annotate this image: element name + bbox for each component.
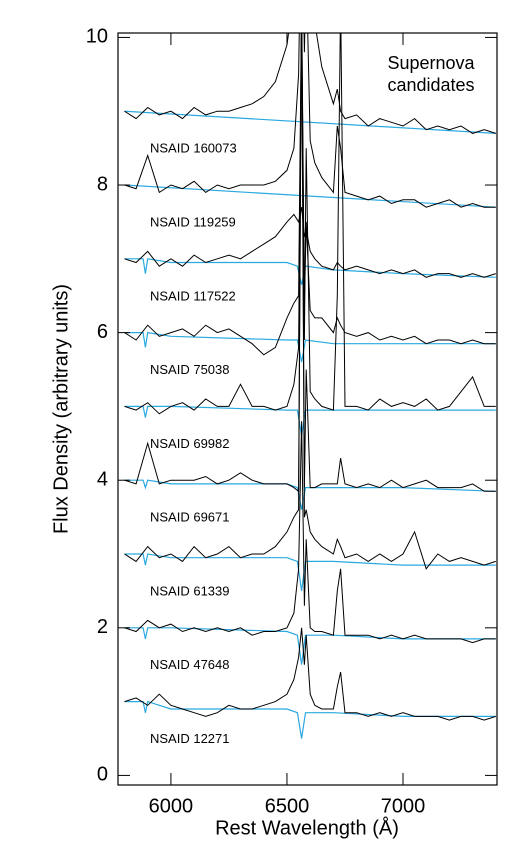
series-label: NSAID 75038 <box>150 362 230 377</box>
y-axis-label: Flux Density (arbitrary units) <box>50 284 72 534</box>
spectrum-line <box>124 421 496 644</box>
y-tick-label: 8 <box>97 173 108 195</box>
series-label: NSAID 69671 <box>150 510 230 525</box>
series-label: NSAID 12271 <box>150 731 230 746</box>
fit-line <box>124 553 496 591</box>
spectrum-line <box>124 33 496 134</box>
y-tick-label: 4 <box>97 468 108 490</box>
spectrum-line <box>124 33 496 208</box>
x-axis-label: Rest Wavelength (Å) <box>215 816 399 839</box>
spectrum-line <box>124 33 496 570</box>
fit-line <box>124 184 496 208</box>
series-label: NSAID 160073 <box>150 141 237 156</box>
series-label: NSAID 61339 <box>150 583 230 598</box>
y-tick-label: 10 <box>86 26 108 48</box>
spectrum-line <box>124 33 496 493</box>
y-tick-label: 0 <box>97 764 108 786</box>
x-tick-label: 6000 <box>149 795 194 817</box>
x-tick-label: 7000 <box>381 795 426 817</box>
fit-line <box>124 405 496 436</box>
x-tick-label: 6500 <box>265 795 310 817</box>
annotation: Supernova <box>387 53 475 73</box>
fit-line <box>124 627 496 665</box>
plot-area <box>124 33 496 739</box>
annotation: candidates <box>387 75 474 95</box>
y-tick-label: 6 <box>97 321 108 343</box>
series-label: NSAID 119259 <box>150 214 236 229</box>
fit-line <box>124 700 496 739</box>
plot-frame <box>117 32 498 786</box>
series-label: NSAID 117522 <box>150 288 236 303</box>
fit-line <box>124 479 496 510</box>
spectrum-line <box>124 33 496 415</box>
series-label: NSAID 69982 <box>150 436 230 451</box>
y-tick-label: 2 <box>97 616 108 638</box>
fit-line <box>124 331 496 363</box>
fit-line <box>124 258 496 285</box>
series-label: NSAID 47648 <box>150 657 230 672</box>
spectrum-line <box>124 627 496 721</box>
